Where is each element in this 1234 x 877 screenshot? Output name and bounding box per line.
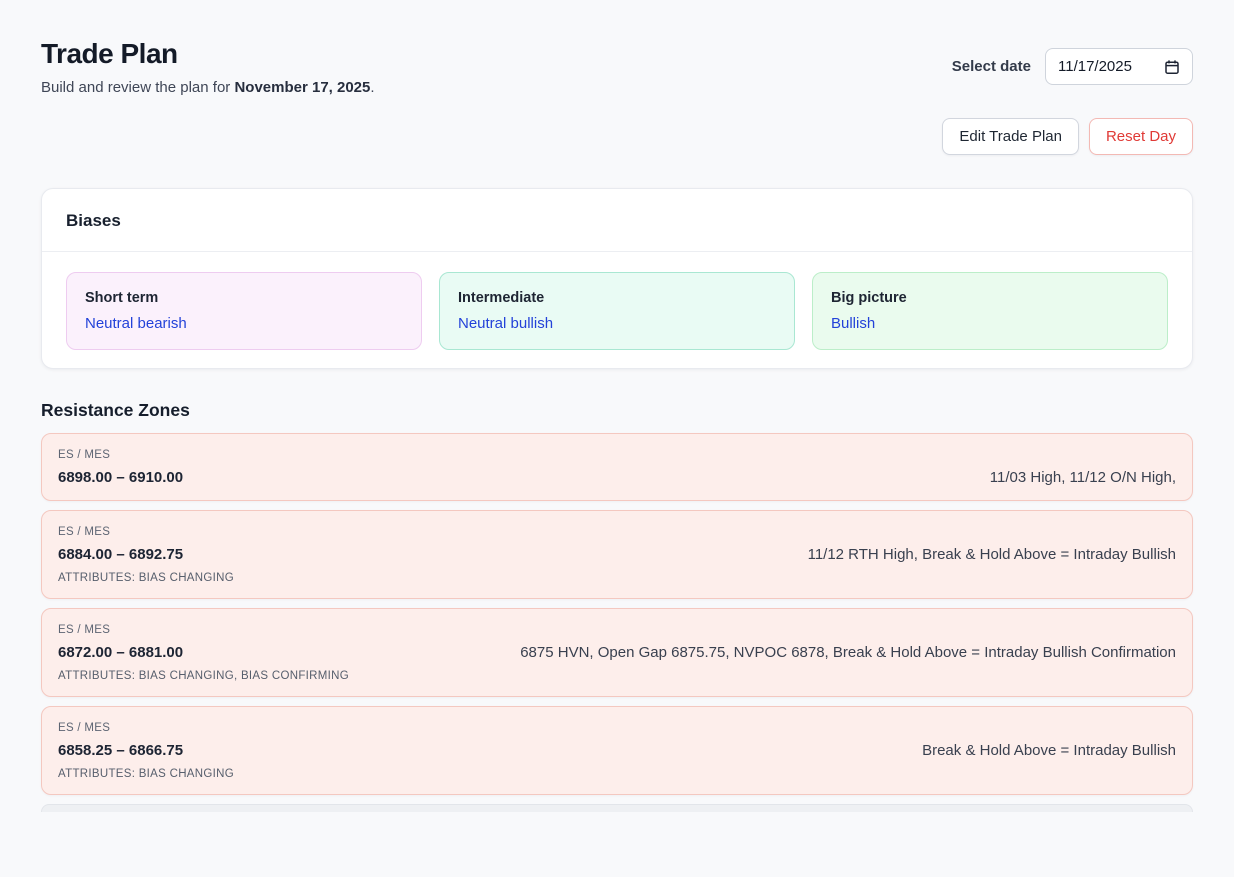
subtitle-prefix: Build and review the plan for <box>41 79 235 96</box>
zone-range: 6858.25 – 6866.75 <box>58 742 184 759</box>
subtitle-date: November 17, 2025 <box>234 79 371 96</box>
resistance-zone-card: ES / MES 6898.00 – 6910.00 11/03 High, 1… <box>41 433 1193 501</box>
resistance-zone-card: ES / MES 6858.25 – 6866.75 Break & Hold … <box>41 706 1193 795</box>
bias-value: Neutral bearish <box>85 315 187 332</box>
zone-range: 6872.00 – 6881.00 <box>58 644 184 661</box>
bias-value: Neutral bullish <box>458 315 554 332</box>
bias-box-short-term: Short term Neutral bearish <box>66 272 422 350</box>
zone-instrument: ES / MES <box>58 624 111 636</box>
action-buttons: Edit Trade Plan Reset Day <box>942 118 1193 155</box>
zone-range: 6884.00 – 6892.75 <box>58 546 184 563</box>
zone-instrument: ES / MES <box>58 526 111 538</box>
trade-plan-page: Trade Plan Build and review the plan for… <box>41 0 1193 812</box>
zone-note: 11/12 RTH High, Break & Hold Above = Int… <box>807 546 1176 563</box>
page-header-right: Select date Edit Trade Plan Reset <box>942 38 1193 155</box>
subtitle-suffix: . <box>370 79 375 96</box>
calendar-icon[interactable] <box>1164 59 1180 75</box>
zone-note: 11/03 High, 11/12 O/N High, <box>989 469 1176 486</box>
zone-range: 6898.00 – 6910.00 <box>58 469 184 486</box>
biases-heading: Biases <box>66 211 121 230</box>
page-header-left: Trade Plan Build and review the plan for… <box>41 38 375 96</box>
zone-instrument: ES / MES <box>58 449 111 461</box>
resistance-zone-card: ES / MES 6884.00 – 6892.75 11/12 RTH Hig… <box>41 510 1193 599</box>
biases-card-header: Biases <box>42 189 1192 252</box>
zone-main-row: 6872.00 – 6881.00 6875 HVN, Open Gap 687… <box>58 644 1176 661</box>
biases-grid: Short term Neutral bearish Intermediate … <box>42 252 1192 368</box>
bias-label: Intermediate <box>458 290 545 306</box>
zone-main-row: 6858.25 – 6866.75 Break & Hold Above = I… <box>58 742 1176 759</box>
bias-label: Short term <box>85 290 159 306</box>
zone-attributes: ATTRIBUTES: BIAS CHANGING <box>58 768 234 780</box>
resistance-zone-card: ES / MES 6872.00 – 6881.00 6875 HVN, Ope… <box>41 608 1193 697</box>
next-section-peek <box>41 804 1193 812</box>
bias-box-big-picture: Big picture Bullish <box>812 272 1168 350</box>
date-input-field[interactable] <box>1058 58 1164 75</box>
page-header: Trade Plan Build and review the plan for… <box>41 38 1193 155</box>
zone-note: 6875 HVN, Open Gap 6875.75, NVPOC 6878, … <box>520 644 1176 661</box>
zone-note: Break & Hold Above = Intraday Bullish <box>922 742 1176 759</box>
zone-attributes: ATTRIBUTES: BIAS CHANGING <box>58 572 234 584</box>
resistance-zones-list: ES / MES 6898.00 – 6910.00 11/03 High, 1… <box>41 433 1193 795</box>
zone-instrument: ES / MES <box>58 722 111 734</box>
bias-value: Bullish <box>831 315 876 332</box>
zone-main-row: 6884.00 – 6892.75 11/12 RTH High, Break … <box>58 546 1176 563</box>
reset-day-button[interactable]: Reset Day <box>1088 118 1193 155</box>
bias-label: Big picture <box>831 290 907 306</box>
page-subtitle: Build and review the plan for November 1… <box>41 79 375 96</box>
biases-card: Biases Short term Neutral bearish Interm… <box>41 188 1193 369</box>
bias-box-intermediate: Intermediate Neutral bullish <box>439 272 795 350</box>
date-input[interactable] <box>1045 48 1193 85</box>
edit-trade-plan-button[interactable]: Edit Trade Plan <box>942 118 1079 155</box>
zone-main-row: 6898.00 – 6910.00 11/03 High, 11/12 O/N … <box>58 469 1176 486</box>
zone-attributes: ATTRIBUTES: BIAS CHANGING, BIAS CONFIRMI… <box>58 670 349 682</box>
page-title: Trade Plan <box>41 38 178 69</box>
resistance-zones-heading: Resistance Zones <box>41 400 190 420</box>
select-date-label: Select date <box>951 58 1031 75</box>
date-picker-row: Select date <box>952 48 1193 85</box>
